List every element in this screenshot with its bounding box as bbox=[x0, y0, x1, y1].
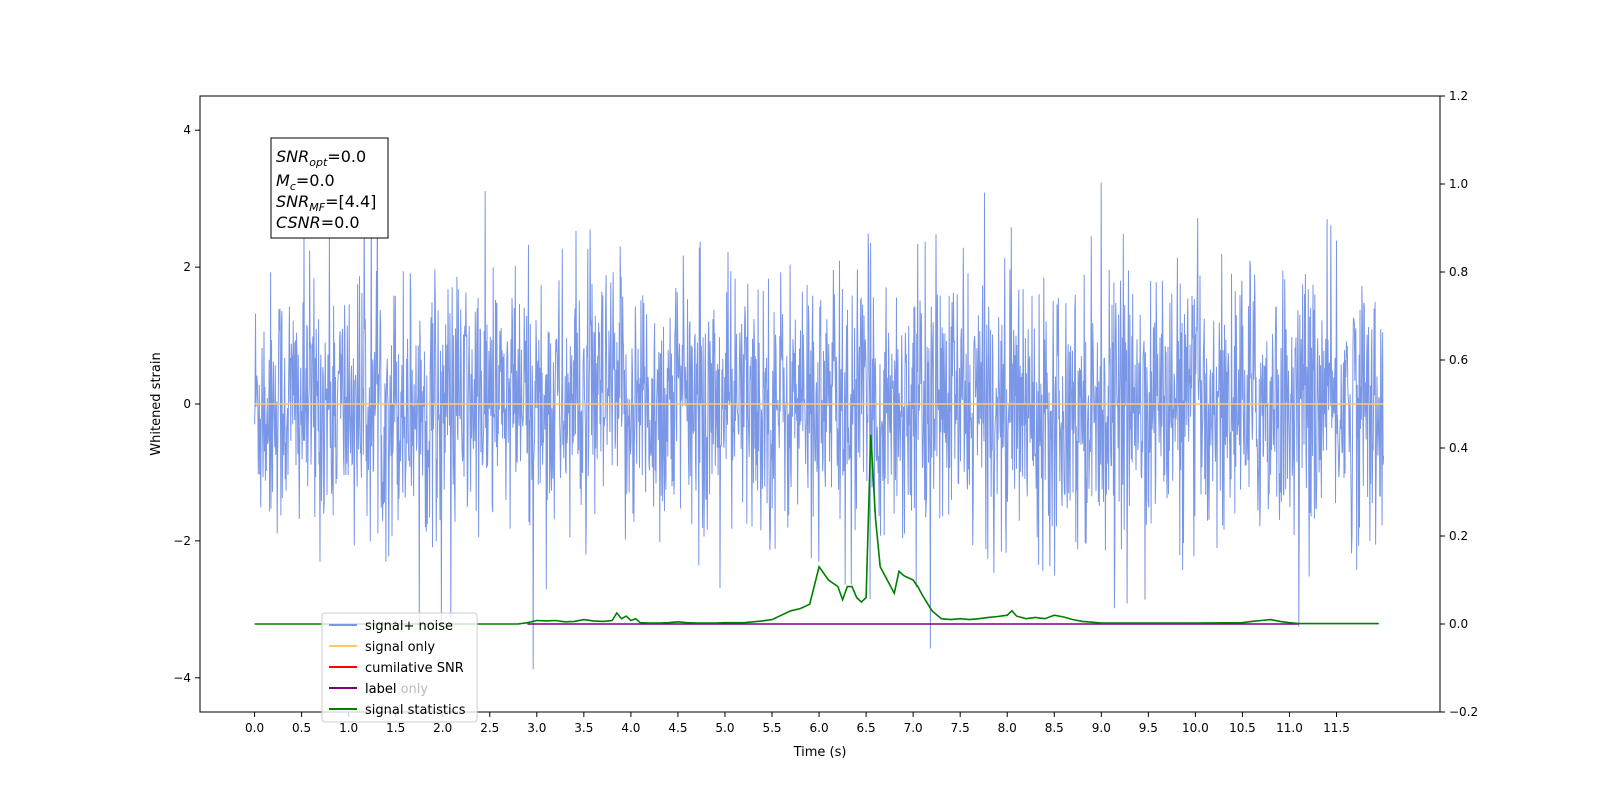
x-tick-label: 0.0 bbox=[245, 721, 264, 735]
y2-tick-label: 0.2 bbox=[1449, 529, 1468, 543]
x-axis-label: Time (s) bbox=[793, 745, 847, 760]
x-tick-label: 11.5 bbox=[1323, 721, 1350, 735]
annotation-snr-mf: SNRMF=[4.4] bbox=[276, 192, 376, 214]
x-tick-label: 1.0 bbox=[339, 721, 358, 735]
x-tick-label: 10.5 bbox=[1229, 721, 1256, 735]
x-tick-label: 1.5 bbox=[386, 721, 405, 735]
x-tick-label: 5.0 bbox=[715, 721, 734, 735]
legend-label-signal-noise: signal+ noise bbox=[365, 619, 453, 634]
signal-statistics-line bbox=[254, 434, 1379, 625]
y2-tick-label: 1.2 bbox=[1449, 89, 1468, 103]
x-tick-label: 2.0 bbox=[433, 721, 452, 735]
x-tick-label: 0.5 bbox=[292, 721, 311, 735]
legend-label-label: label bbox=[365, 682, 396, 697]
y-tick-label: 0 bbox=[183, 397, 191, 411]
x-tick-label: 3.5 bbox=[574, 721, 593, 735]
annotation-box: SNRopt=0.0 Mc=0.0 SNRMF=[4.4] CSNR=0.0 bbox=[270, 137, 389, 239]
y-tick-label: −4 bbox=[173, 671, 191, 685]
y2-tick-label: 1.0 bbox=[1449, 177, 1468, 191]
annotation-mc: Mc=0.0 bbox=[276, 171, 335, 193]
x-tick-label: 3.0 bbox=[527, 721, 546, 735]
y2-tick-label: 0.4 bbox=[1449, 441, 1468, 455]
y-tick-label: 4 bbox=[183, 123, 191, 137]
x-tick-label: 6.0 bbox=[810, 721, 829, 735]
x-tick-label: 2.5 bbox=[480, 721, 499, 735]
annotation-snr-opt: SNRopt=0.0 bbox=[276, 147, 366, 169]
x-tick-label: 8.0 bbox=[998, 721, 1017, 735]
x-tick-label: 4.5 bbox=[668, 721, 687, 735]
legend-label-cumulative-snr: cumilative SNR bbox=[365, 661, 464, 676]
x-tick-label: 10.0 bbox=[1182, 721, 1209, 735]
x-tick-label: 5.5 bbox=[762, 721, 781, 735]
y2-tick-label: 0.6 bbox=[1449, 353, 1468, 367]
x-tick-label: 4.0 bbox=[621, 721, 640, 735]
legend-label-signal-only: signal only bbox=[365, 640, 435, 655]
y-tick-label: −2 bbox=[173, 534, 191, 548]
x-tick-label: 8.5 bbox=[1045, 721, 1064, 735]
signal-noise-line bbox=[254, 156, 1385, 670]
legend-label-signal-statistics: signal statistics bbox=[365, 703, 466, 718]
y-axis-label: Whitened strain bbox=[149, 352, 164, 455]
y-tick-label: 2 bbox=[183, 260, 191, 274]
annotation-csnr: CSNR=0.0 bbox=[276, 213, 360, 232]
x-tick-label: 9.5 bbox=[1139, 721, 1158, 735]
y2-tick-label: 0.0 bbox=[1449, 617, 1468, 631]
x-tick-label: 7.0 bbox=[904, 721, 923, 735]
y2-tick-label: 0.8 bbox=[1449, 265, 1468, 279]
legend: signal+ noise signal only cumilative SNR… bbox=[321, 612, 478, 723]
x-tick-label: 7.5 bbox=[951, 721, 970, 735]
x-tick-label: 6.5 bbox=[857, 721, 876, 735]
signal-noise-series bbox=[254, 156, 1385, 670]
x-tick-label: 9.0 bbox=[1092, 721, 1111, 735]
x-tick-label: 11.0 bbox=[1276, 721, 1303, 735]
legend-label-hidden: label only bbox=[365, 682, 428, 697]
y2-tick-label: −0.2 bbox=[1449, 705, 1478, 719]
